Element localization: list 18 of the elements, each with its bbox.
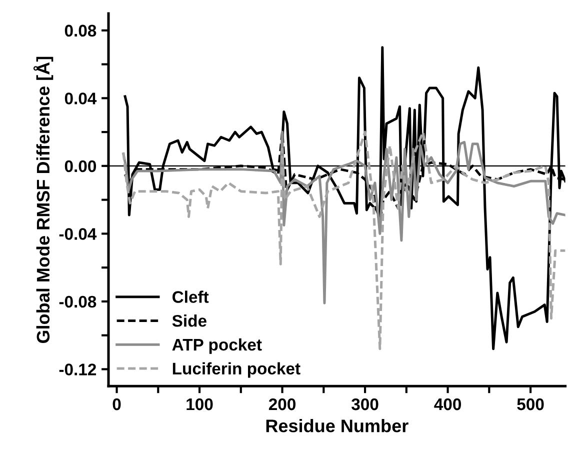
y-tick-label: 0.08: [64, 24, 96, 37]
y-tick-label: -0.12: [59, 364, 96, 376]
y-axis-title: Global Mode RMSF Difference [Å]: [33, 56, 54, 344]
x-tick-label: 400: [434, 398, 461, 410]
y-tick-label: -0.04: [59, 228, 97, 240]
x-tick-label: 200: [268, 398, 296, 410]
x-axis-title: Residue Number: [266, 419, 408, 432]
x-tick-label: 300: [352, 398, 378, 410]
y-tick-label: 0.04: [64, 92, 97, 104]
legend-label: Cleft: [172, 290, 209, 303]
x-tick-label: 100: [186, 398, 213, 410]
y-tick-label: 0.00: [64, 160, 96, 172]
y-tick-label: -0.08: [59, 296, 96, 308]
legend-label: ATP pocket: [172, 338, 262, 354]
legend-label: Luciferin pocket: [172, 362, 300, 378]
legend-label: Side: [172, 314, 206, 327]
x-tick-label: 0: [112, 398, 121, 410]
x-tick-label: 500: [517, 398, 544, 410]
